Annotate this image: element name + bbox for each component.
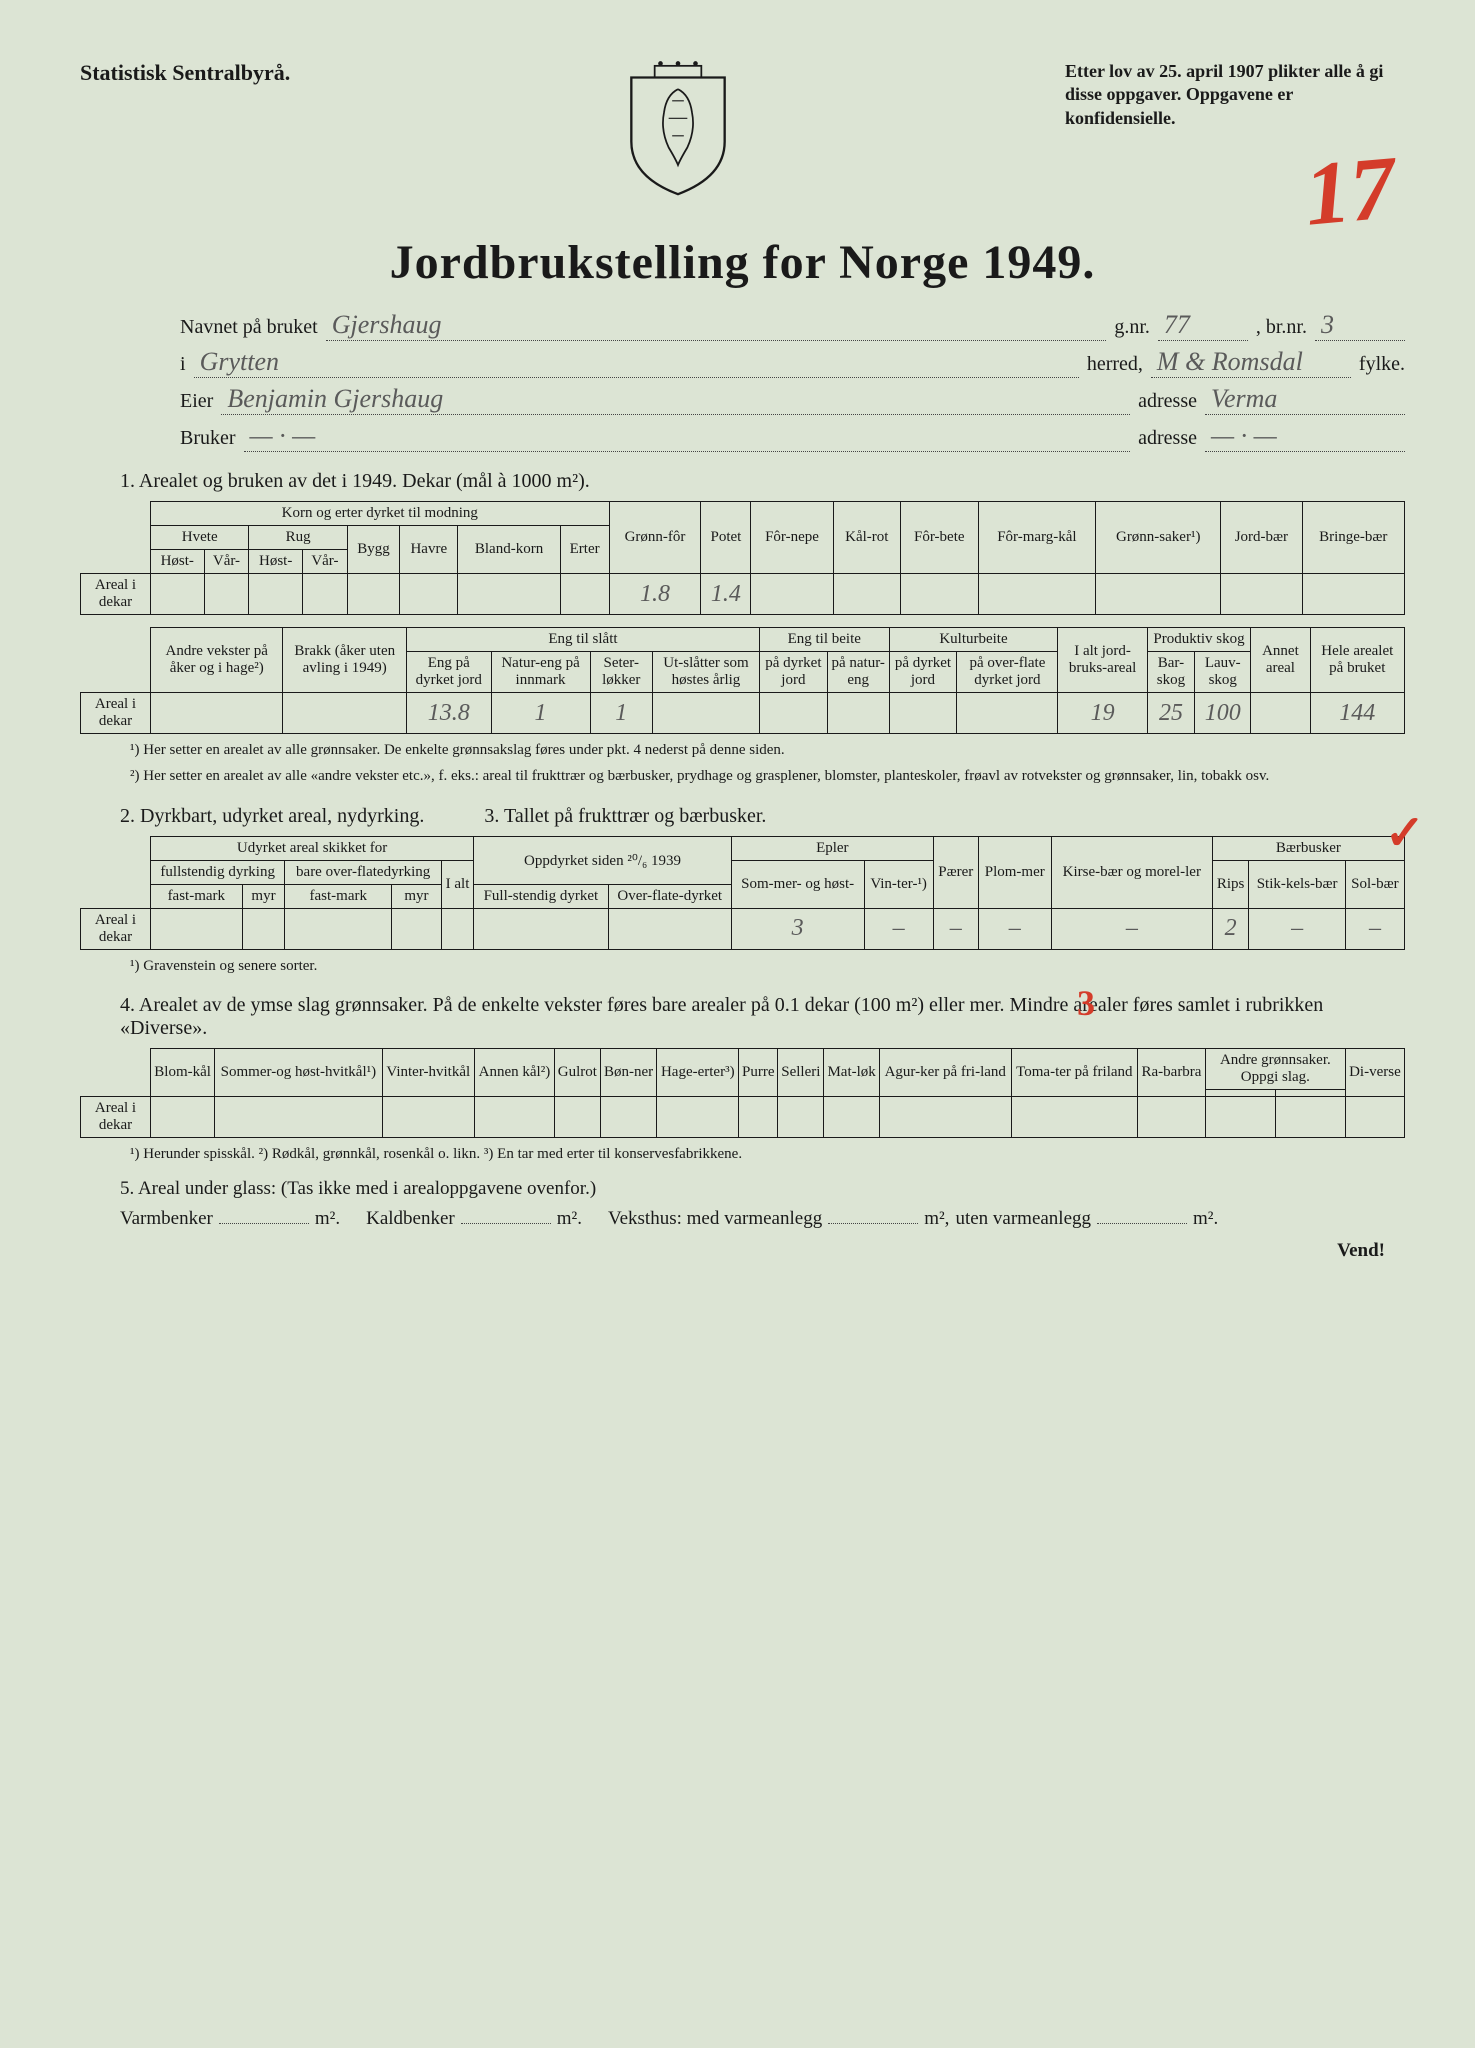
field-navnet: Navnet på bruket Gjershaug g.nr. 77 , br…: [180, 310, 1405, 341]
glass-fields: Varmbenkerm². Kaldbenkerm². Veksthus: me…: [120, 1208, 1405, 1230]
table1-korn: Korn og erter dyrket til modning Grønn-f…: [80, 501, 1405, 615]
form-title: Jordbrukstelling for Norge 1949.: [80, 235, 1405, 290]
section5-title: 5. Areal under glass: (Tas ikke med i ar…: [120, 1178, 1405, 1200]
vend-instruction: Vend!: [80, 1240, 1405, 1262]
section2-title: 2. Dyrkbart, udyrket areal, nydyrking.: [120, 805, 424, 828]
coat-of-arms: [608, 60, 748, 205]
table3-dyrkbart: Udyrket areal skikket for Oppdyrket side…: [80, 836, 1405, 950]
table4-gronnsaker: Blom-kål Sommer-og høst-hvitkål¹) Vinter…: [80, 1048, 1405, 1138]
section3-title: 3. Tallet på frukttrær og bærbusker.: [484, 805, 766, 828]
table2-eng: Andre vekster på åker og i hage²) Brakk …: [80, 627, 1405, 734]
section23-footnote: ¹) Gravenstein og senere sorter.: [130, 956, 1405, 976]
section1-footnote1: ¹) Her setter en arealet av alle grønnsa…: [130, 740, 1405, 760]
red-check-icon: ✓: [1385, 805, 1425, 861]
red-circle-mark: 3: [1077, 982, 1095, 1024]
field-herred: i Grytten herred, M & Romsdal fylke.: [180, 347, 1405, 378]
field-eier: Eier Benjamin Gjershaug adresse Verma: [180, 384, 1405, 415]
section1-footnote2: ²) Her setter en arealet av alle «andre …: [130, 766, 1405, 786]
field-bruker: Bruker — · — adresse — · —: [180, 421, 1405, 452]
section4-title: 4. Arealet av de ymse slag grønnsaker. P…: [120, 994, 1405, 1040]
section4-footnote: ¹) Herunder spisskål. ²) Rødkål, grønnkå…: [130, 1144, 1405, 1164]
table-row: Areal i dekar 13.8 1 1 19 25 100 144: [81, 693, 1405, 734]
agency-name: Statistisk Sentralbyrå.: [80, 60, 290, 86]
table-row: Areal i dekar 3 – – – – 2 – –: [81, 908, 1405, 949]
table-row: Areal i dekar 1.8 1.4: [81, 574, 1405, 615]
table-row: Areal i dekar: [81, 1096, 1405, 1137]
red-annotation: 17: [1301, 136, 1400, 246]
section1-title: 1. Arealet og bruken av det i 1949. Deka…: [120, 470, 1405, 493]
legal-notice: Etter lov av 25. april 1907 plikter alle…: [1065, 60, 1405, 130]
